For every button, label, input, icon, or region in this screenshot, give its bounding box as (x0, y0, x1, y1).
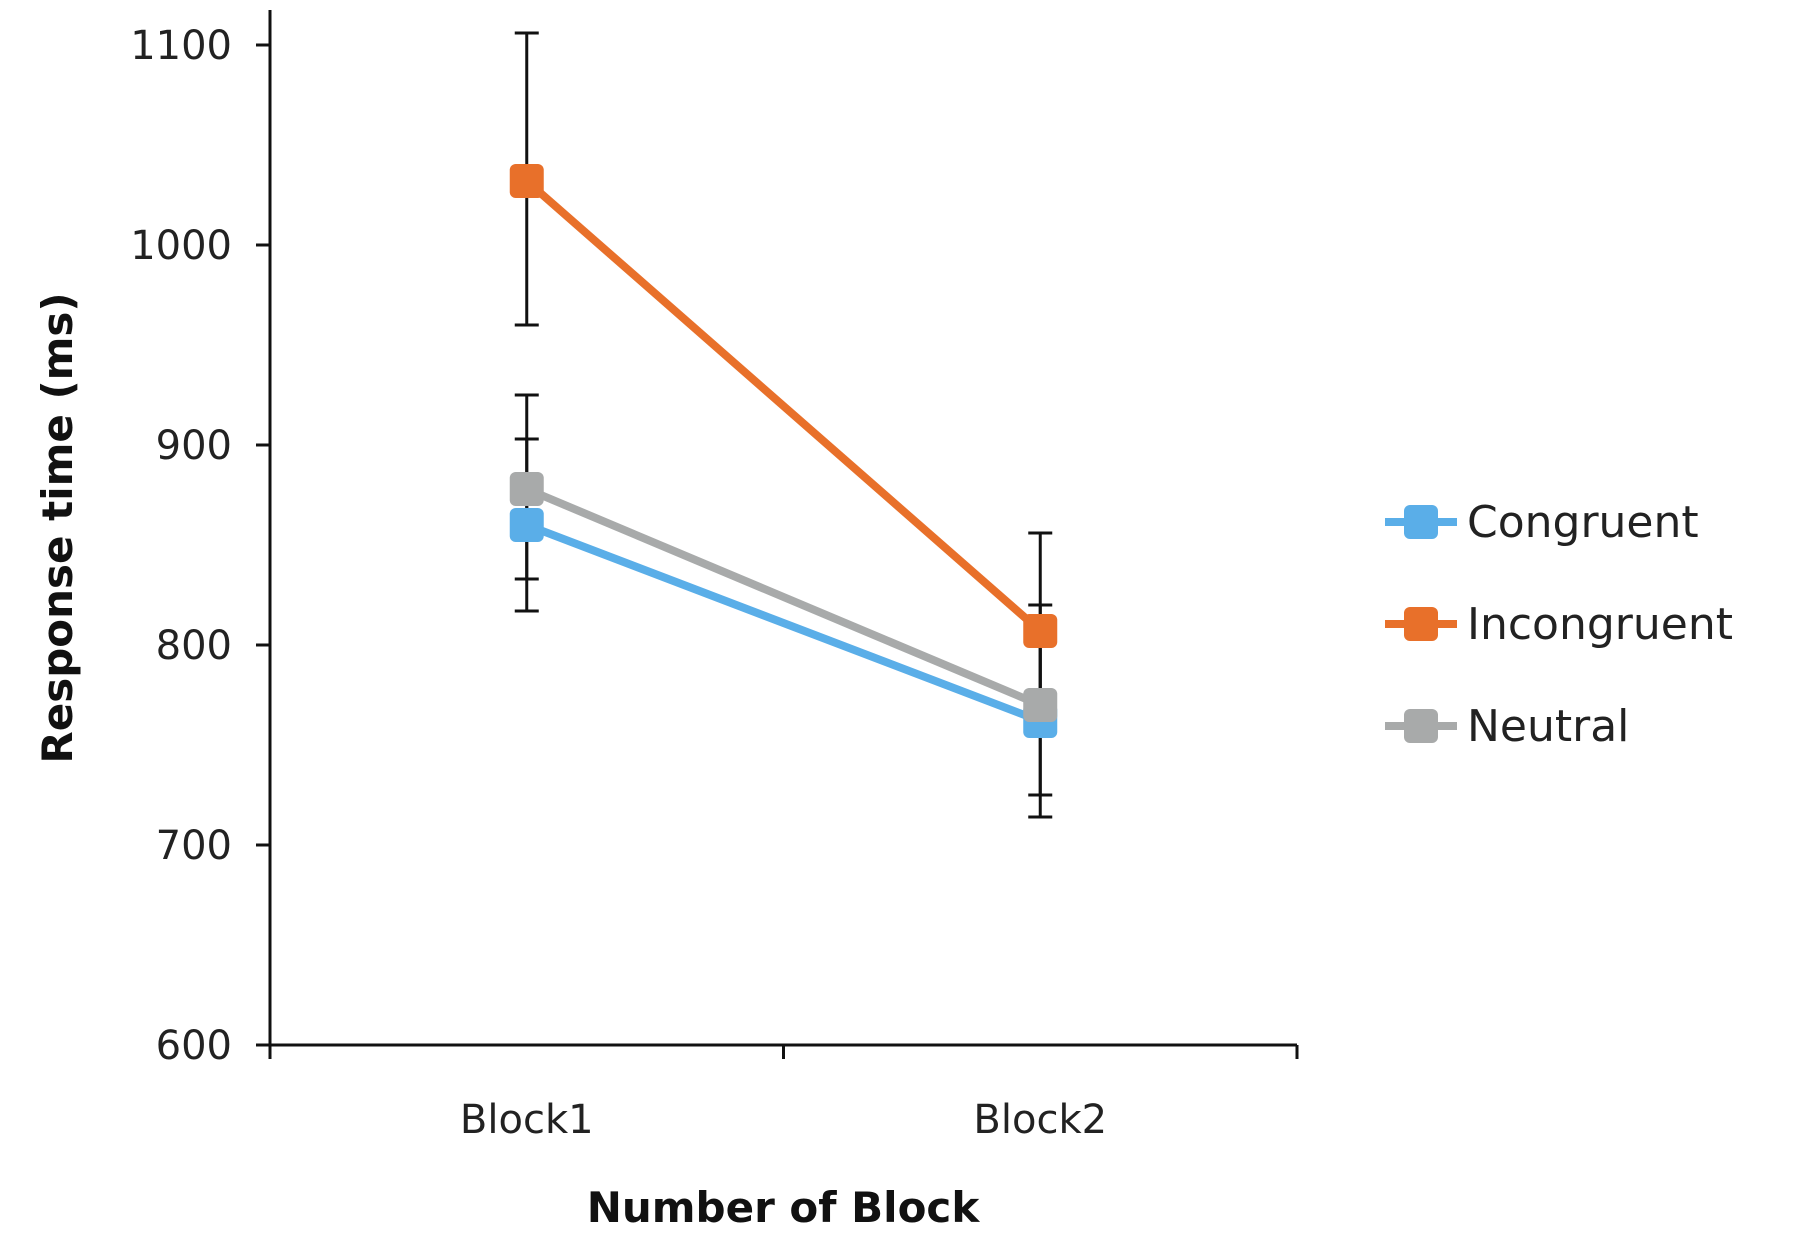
y-tick-label: 1000 (130, 223, 232, 269)
y-tick-label: 800 (156, 623, 232, 669)
y-tick-label: 700 (156, 823, 232, 869)
legend-marker (1404, 607, 1438, 641)
legend-marker (1404, 709, 1438, 743)
data-point (509, 164, 544, 198)
legend-marker (1404, 505, 1438, 539)
legend: Congruent Incongruent Neutral (1385, 497, 1733, 752)
y-tick-label: 600 (156, 1023, 232, 1069)
y-ticks: 600 700 800 900 1000 1100 (130, 23, 270, 1069)
legend-label: Congruent (1467, 497, 1699, 548)
data-point (1023, 614, 1058, 648)
data-point (509, 508, 544, 542)
data-point (509, 472, 544, 506)
y-tick-label: 900 (156, 423, 232, 469)
series-line (525, 485, 1042, 709)
data-point (1023, 688, 1058, 722)
series-line (525, 521, 1042, 725)
axes (268, 10, 1297, 1047)
x-axis-title: Number of Block (587, 1183, 981, 1232)
x-tick-label: Block2 (973, 1097, 1107, 1143)
y-tick-label: 1100 (130, 23, 232, 69)
x-tick-label: Block1 (460, 1097, 594, 1143)
legend-label: Incongruent (1467, 599, 1733, 650)
legend-label: Neutral (1467, 701, 1629, 752)
series-lines (509, 164, 1058, 738)
y-axis-title: Response time (ms) (33, 292, 82, 763)
x-ticks: Block1 Block2 (268, 1045, 1299, 1143)
series-line (524, 177, 1043, 635)
error-bars (514, 31, 1053, 819)
